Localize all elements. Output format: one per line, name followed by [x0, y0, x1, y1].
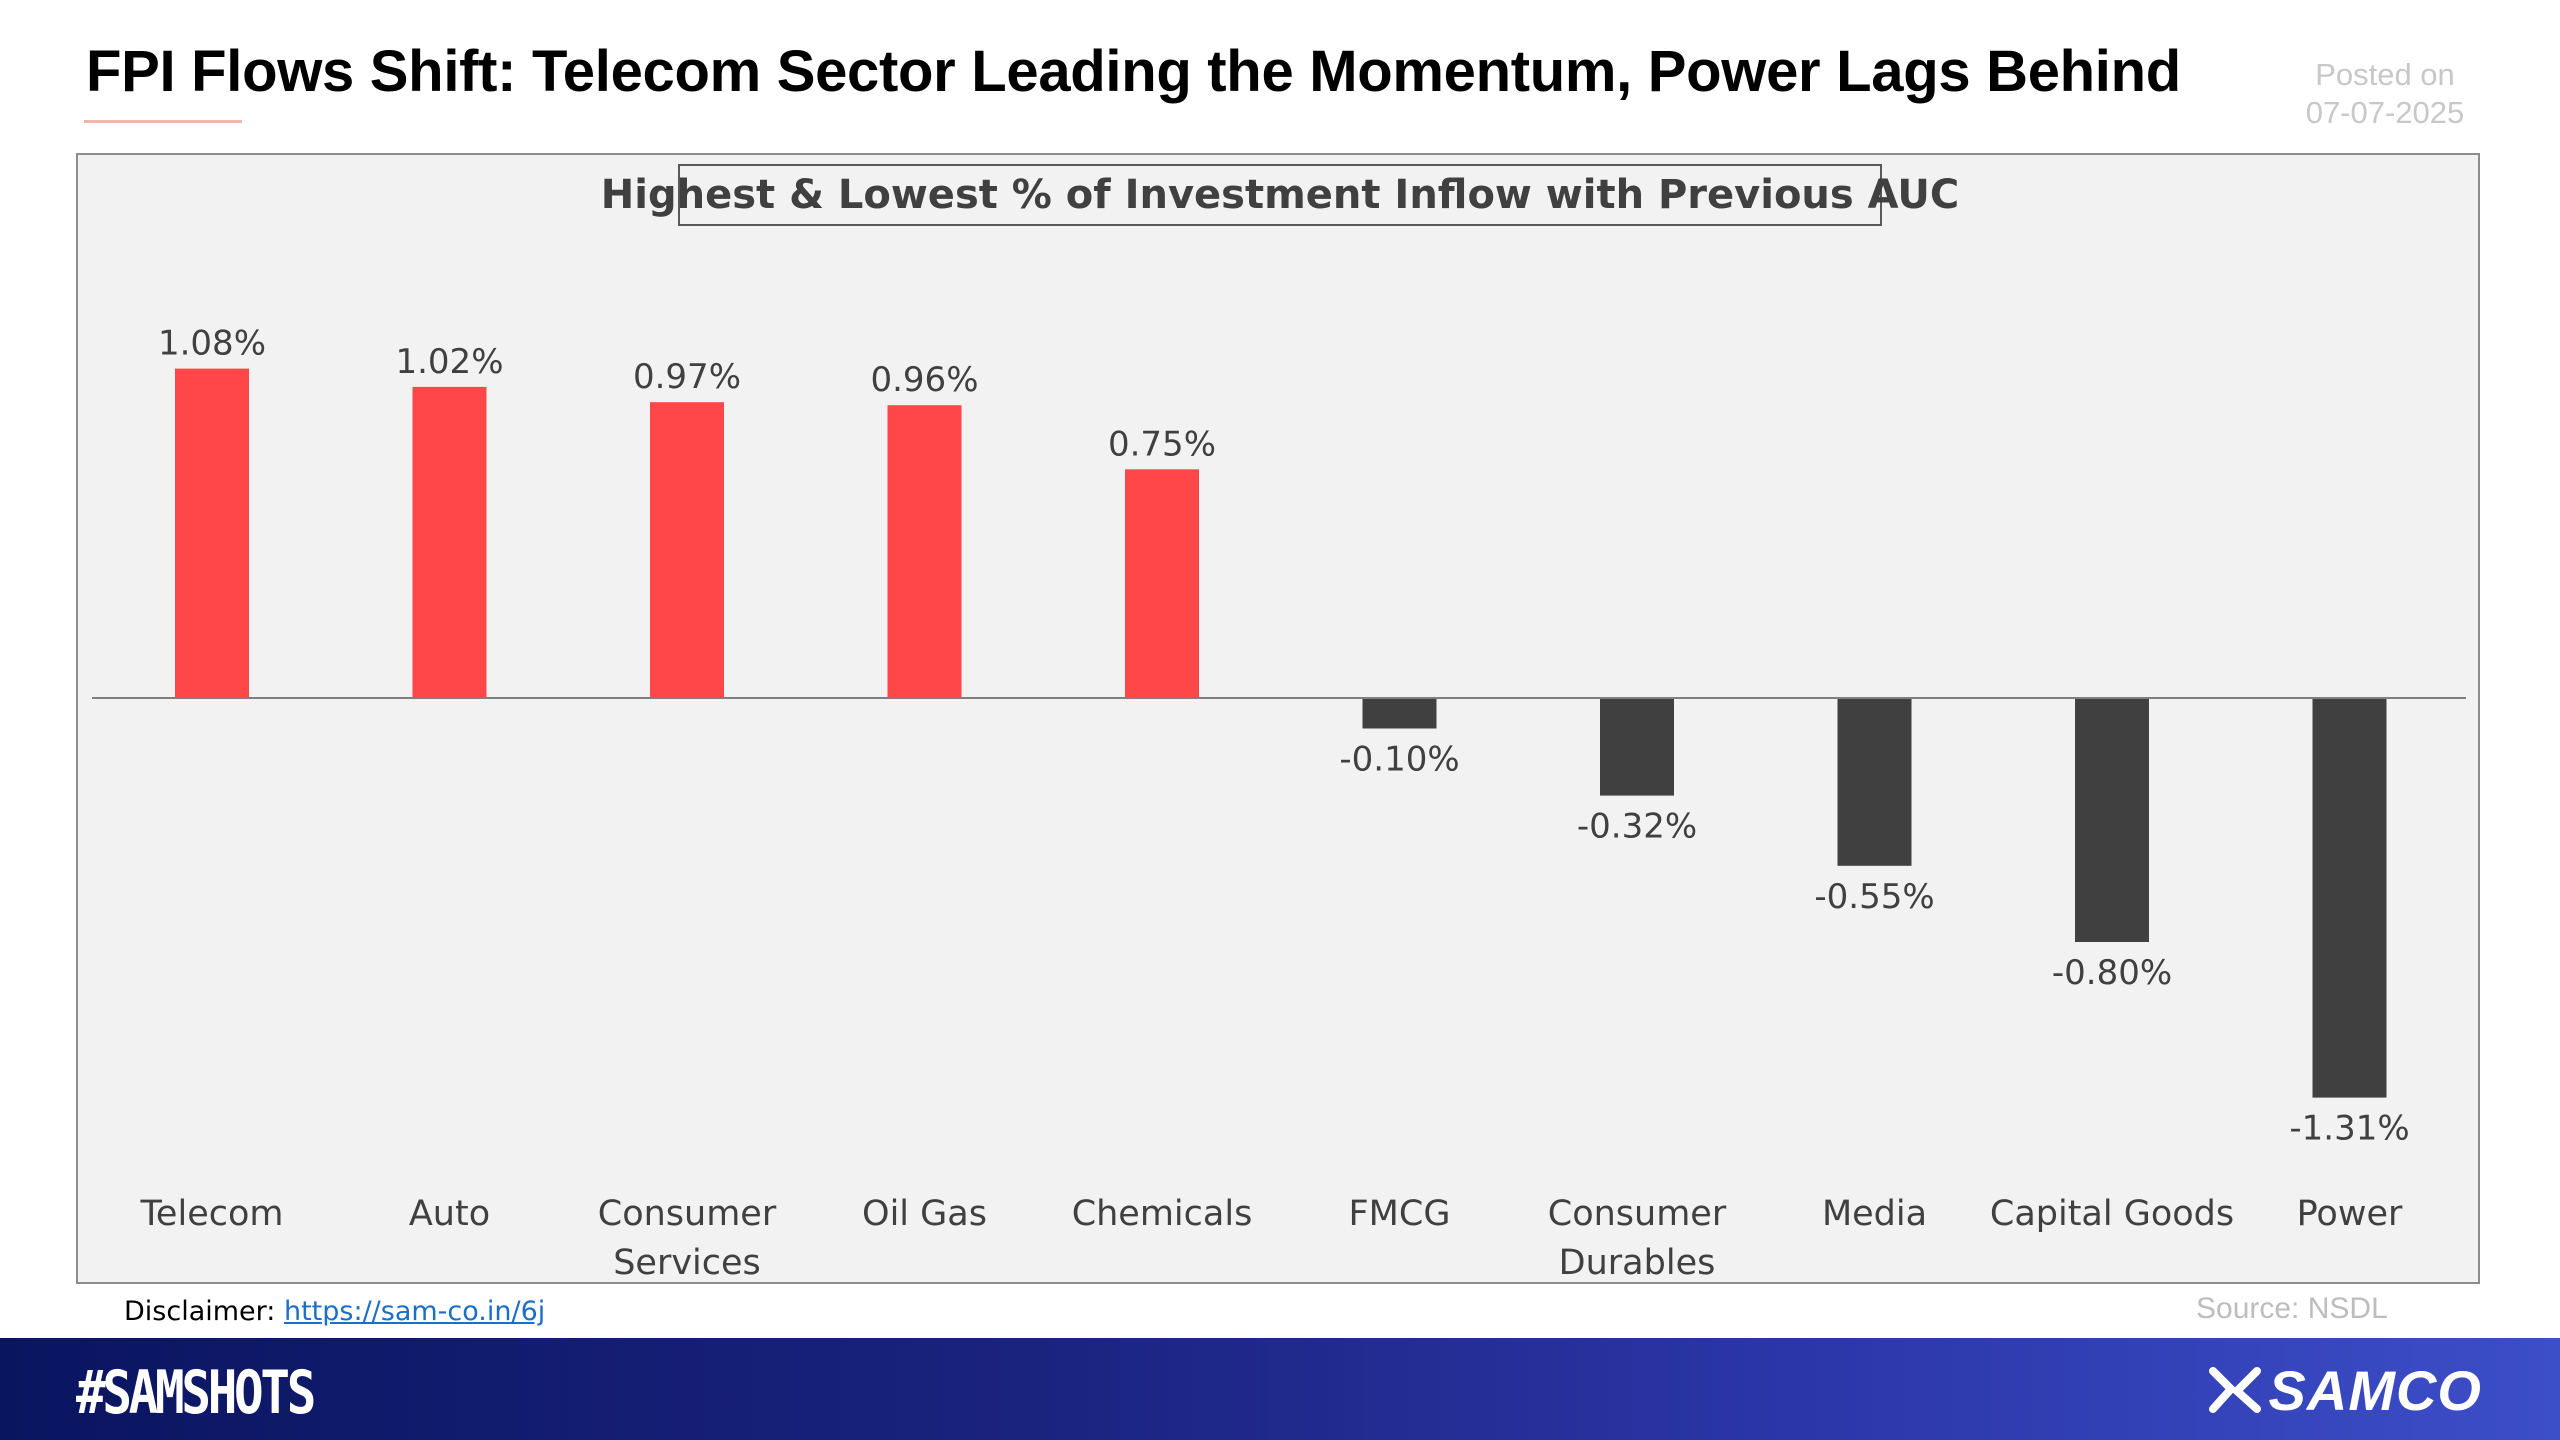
category-label: Power — [2297, 1194, 2403, 1234]
bar-chemicals — [1125, 469, 1199, 699]
samco-mark-icon — [2208, 1367, 2261, 1413]
disclaimer-link[interactable]: https://sam-co.in/6j — [283, 1296, 546, 1327]
bar-fmcg — [1362, 698, 1437, 729]
category-label: Telecom — [140, 1194, 284, 1234]
category-label: Chemicals — [1072, 1194, 1253, 1234]
disclaimer: Disclaimer: https://sam-co.in/6j — [124, 1296, 545, 1327]
category-label: Consumer — [598, 1194, 777, 1234]
data-label: 1.08% — [158, 324, 266, 364]
bar-oil-gas — [887, 405, 962, 698]
chart-title: Highest & Lowest % of Investment Inflow … — [601, 172, 1959, 218]
category-label: Durables — [1559, 1243, 1716, 1282]
chart-frame: Highest & Lowest % of Investment Inflow … — [76, 153, 2480, 1284]
data-label: 0.75% — [1108, 424, 1216, 464]
chart-title-box — [678, 164, 1882, 226]
bar-consumer-durables — [1600, 698, 1674, 796]
category-label: Oil Gas — [862, 1194, 987, 1234]
posted-date: 07-07-2025 — [2305, 95, 2465, 130]
footer-banner: #SAMSHOTS SAMCO — [0, 1338, 2560, 1440]
bar-group — [175, 368, 2387, 1098]
data-label: 0.96% — [870, 360, 978, 400]
brand-name: SAMCO — [2268, 1358, 2482, 1422]
data-label: -1.31% — [2289, 1109, 2409, 1149]
value-label-group: 1.08% 1.02% 0.97% 0.96% 0.75% -0.10% -0.32% -0.… — [158, 324, 2410, 1149]
disclaimer-label: Disclaimer: — [124, 1296, 276, 1327]
bar-capital-goods — [2075, 698, 2149, 942]
category-label: FMCG — [1349, 1194, 1451, 1234]
category-label: Services — [613, 1243, 761, 1282]
category-label: Capital Goods — [1990, 1194, 2234, 1234]
data-label: 0.97% — [633, 357, 741, 397]
category-label: Auto — [409, 1194, 490, 1234]
data-label: -0.10% — [1339, 740, 1459, 780]
hashtag-label: #SAMSHOTS — [76, 1358, 316, 1428]
bar-consumer-services — [650, 402, 724, 698]
bar-media — [1837, 698, 1912, 866]
bar-telecom — [175, 368, 249, 698]
category-label-group: Telecom Auto Consumer Services Oil Gas Chemic… — [140, 1194, 2404, 1282]
category-label: Consumer — [1548, 1194, 1727, 1234]
brand-logo: SAMCO — [2207, 1358, 2482, 1422]
data-label: -0.32% — [1577, 807, 1697, 847]
bar-power — [2312, 698, 2387, 1098]
data-label: -0.55% — [1814, 877, 1934, 917]
bar-chart: Highest & Lowest % of Investment Inflow … — [92, 164, 2466, 1282]
category-label: Media — [1822, 1194, 1927, 1234]
page-title: FPI Flows Shift: Telecom Sector Leading … — [86, 39, 2181, 104]
data-label: 1.02% — [395, 342, 503, 382]
source-note: Source: NSDL — [2196, 1292, 2388, 1325]
title-underline — [84, 120, 242, 123]
data-label: -0.80% — [2052, 953, 2172, 993]
posted-label: Posted on — [2315, 57, 2455, 92]
bar-auto — [412, 386, 487, 698]
posted-date-block: Posted on 07-07-2025 — [2290, 56, 2480, 132]
